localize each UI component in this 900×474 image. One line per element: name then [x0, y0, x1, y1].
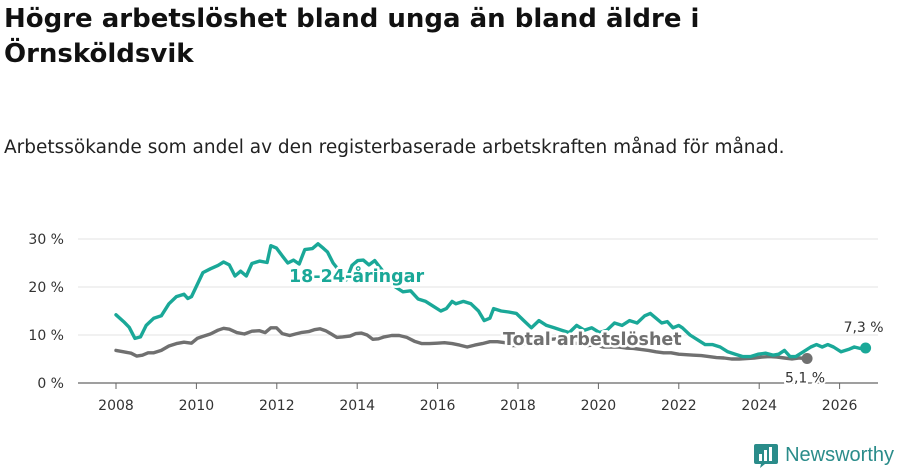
- x-tick-label: 2012: [259, 398, 295, 414]
- series-label-total: Total arbetslöshet: [503, 330, 682, 350]
- x-tick-label: 2022: [661, 398, 697, 414]
- x-tick-label: 2020: [581, 398, 617, 414]
- series-label-youth: 18-24-åringar: [289, 265, 424, 287]
- end-value-total: 5,1 %: [785, 371, 825, 387]
- x-tick-label: 2014: [339, 398, 375, 414]
- chart-subtitle: Arbetssökande som andel av den registerb…: [4, 137, 785, 158]
- x-tick-label: 2008: [98, 398, 134, 414]
- series-line-youth: [114, 242, 868, 359]
- brand-logo: Newsworthy: [753, 442, 894, 468]
- x-tick-label: 2024: [741, 398, 777, 414]
- end-value-youth: 7,3 %: [844, 320, 884, 336]
- series-end-dot: [860, 342, 872, 354]
- axis-layer: 0 % 10 % 20 % 30 % 2008 2010 2012 2014 2016 2018 2…: [28, 232, 878, 414]
- brand-name: Newsworthy: [785, 443, 894, 466]
- x-tick-label: 2018: [500, 398, 536, 414]
- end-value-total-halo: 5,1 %: [785, 371, 825, 387]
- line-chart: 0 % 10 % 20 % 30 % 2008 2010 2012 2014 2016 2018 2…: [28, 232, 884, 414]
- chart-title: Högre arbetslöshet bland unga än bland ä…: [4, 4, 700, 69]
- y-tick-label: 30 %: [28, 232, 64, 248]
- y-tick-label: 10 %: [28, 328, 64, 344]
- x-tick-label: 2010: [179, 398, 215, 414]
- x-tick-label: 2026: [822, 398, 858, 414]
- series-end-dot: [801, 353, 813, 365]
- y-tick-label: 20 %: [28, 280, 64, 296]
- series-layer: [114, 242, 872, 365]
- x-tick-label: 2016: [420, 398, 456, 414]
- series-label-total-halo: Total arbetslöshet: [503, 330, 682, 350]
- y-tick-label: 0 %: [37, 376, 64, 392]
- series-label-youth-halo: 18-24-åringar: [289, 265, 424, 287]
- newsworthy-bar-icon: [754, 444, 779, 468]
- series-line-total: [114, 326, 809, 361]
